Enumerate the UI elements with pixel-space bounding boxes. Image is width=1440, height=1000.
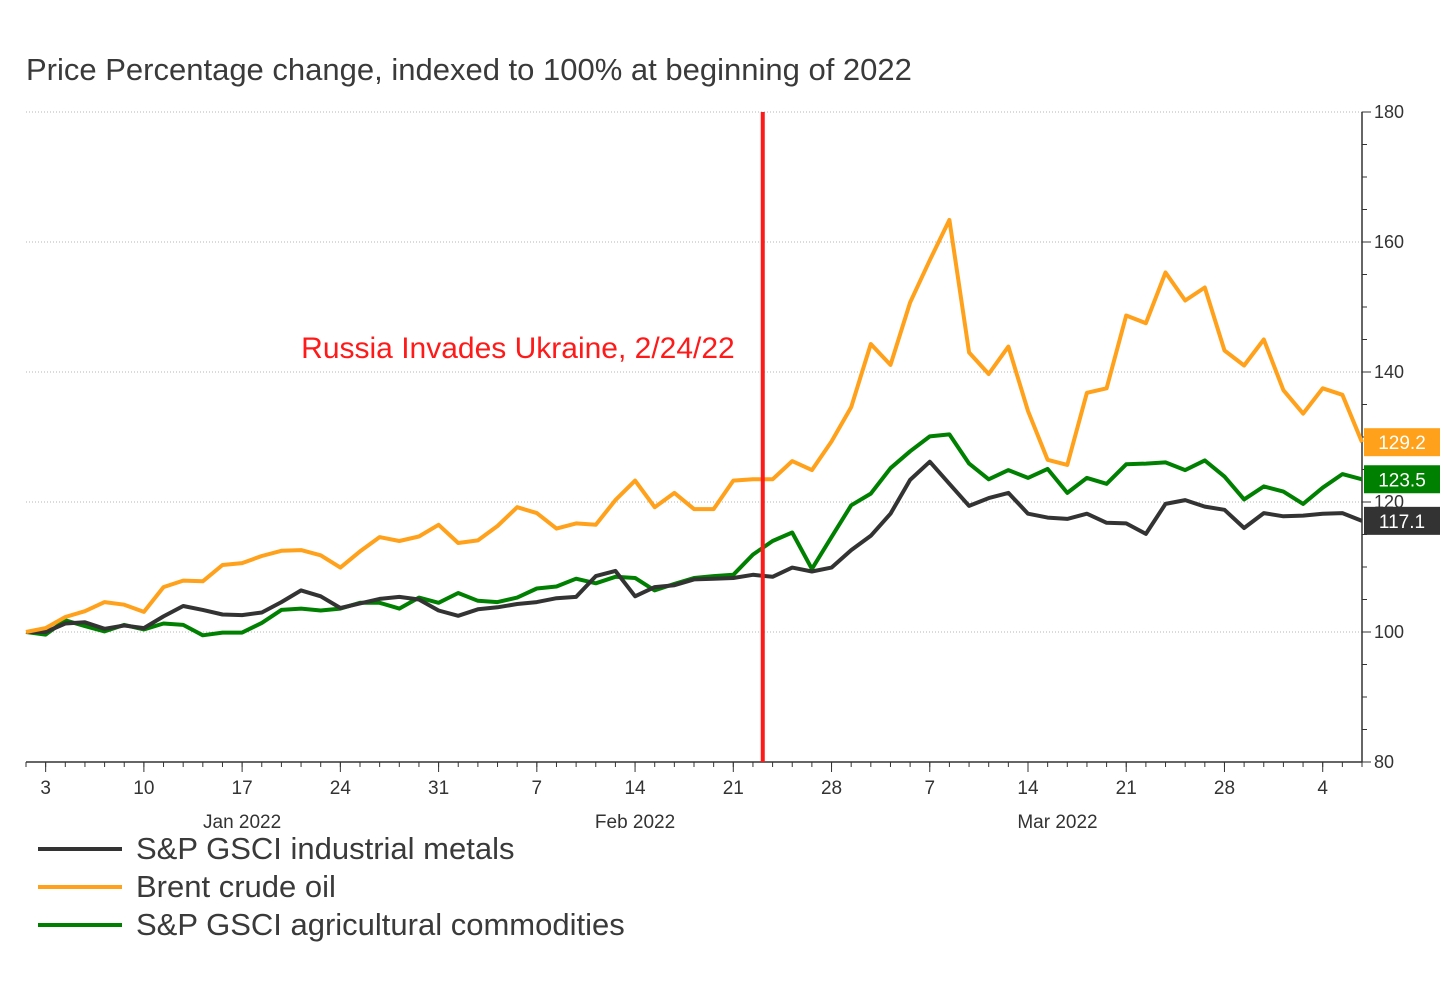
end-label-box (1364, 465, 1440, 494)
x-tick-label: 21 (1116, 778, 1137, 799)
x-tick-label: 21 (723, 778, 744, 799)
x-tick-label: 10 (133, 778, 154, 799)
x-tick-label: 14 (1017, 778, 1039, 799)
legend-item: S&P GSCI agricultural commodities (38, 906, 625, 944)
x-tick-label: 28 (821, 778, 842, 799)
series-line-2 (25, 432, 1363, 638)
y-tick-label: 160 (1374, 232, 1404, 252)
legend-swatch (38, 923, 122, 927)
month-label: Feb 2022 (595, 812, 675, 833)
grid-lines (26, 111, 1362, 633)
series-line-0 (26, 459, 1363, 634)
x-tick-label: 31 (428, 778, 449, 799)
end-label-1: 129.2 (1364, 428, 1440, 457)
x-tick-label: 7 (532, 778, 543, 799)
legend-label: S&P GSCI industrial metals (136, 831, 515, 866)
x-tick-label: 28 (1214, 778, 1235, 799)
series-line-1 (25, 217, 1364, 634)
legend-swatch (38, 885, 122, 889)
end-label-0: 117.1 (1364, 506, 1440, 535)
end-label-value: 117.1 (1379, 512, 1425, 533)
legend-item: S&P GSCI industrial metals (38, 830, 625, 868)
y-tick-label: 80 (1374, 752, 1394, 772)
x-tick-label: 24 (330, 778, 352, 799)
x-tick-label: 4 (1317, 778, 1328, 799)
x-tick-label: 3 (40, 778, 51, 799)
y-tick-label: 140 (1374, 362, 1404, 382)
end-label-box (1364, 506, 1440, 535)
x-tick-label: 7 (924, 778, 935, 799)
y-tick-label: 100 (1374, 622, 1404, 642)
series-lines (25, 217, 1364, 638)
end-value-labels: 117.1 129.2 123.5 (1364, 428, 1440, 535)
chart-title: Price Percentage change, indexed to 100%… (26, 52, 912, 87)
legend-item: Brent crude oil (38, 868, 625, 906)
annotation: Russia Invades Ukraine, 2/24/22 (301, 112, 765, 762)
end-label-2: 123.5 (1364, 465, 1440, 494)
legend-label: S&P GSCI agricultural commodities (136, 907, 625, 942)
x-tick-label: 14 (624, 778, 646, 799)
y-tick-label: 180 (1374, 102, 1404, 122)
month-label: Jan 2022 (203, 812, 281, 833)
legend-swatch (38, 847, 122, 851)
month-label: Mar 2022 (1017, 812, 1097, 833)
end-label-box (1364, 428, 1440, 457)
invasion-annotation-label: Russia Invades Ukraine, 2/24/22 (301, 332, 735, 365)
end-label-value: 129.2 (1378, 433, 1426, 454)
end-label-value: 123.5 (1378, 470, 1426, 491)
x-tick-label: 17 (232, 778, 253, 799)
legend-label: Brent crude oil (136, 869, 336, 904)
legend: S&P GSCI industrial metals Brent crude oi… (38, 830, 625, 944)
